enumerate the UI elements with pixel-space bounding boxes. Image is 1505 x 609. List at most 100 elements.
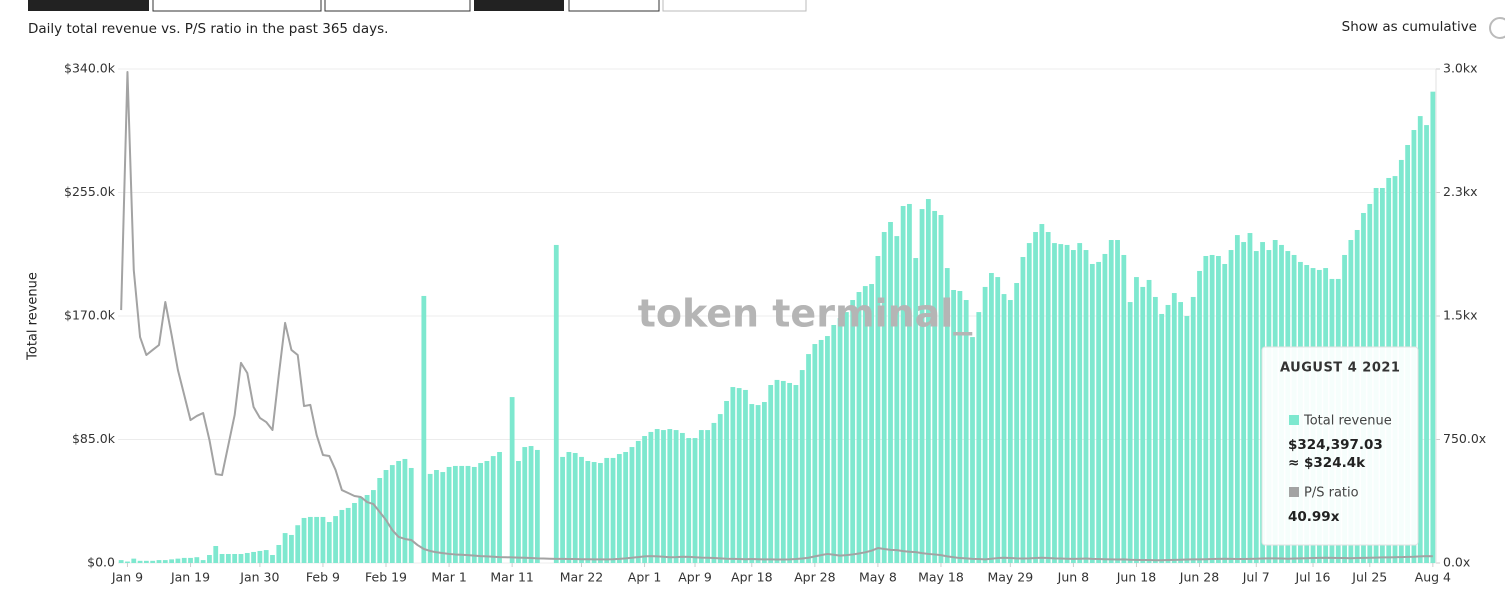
bar xyxy=(900,206,906,563)
x-tick-label: Jun 28 xyxy=(1179,570,1219,585)
bar xyxy=(1058,244,1064,563)
bar xyxy=(509,397,515,563)
bar xyxy=(244,552,250,563)
bar xyxy=(566,451,572,563)
bar xyxy=(364,495,370,563)
bar xyxy=(490,456,496,563)
bar xyxy=(225,553,231,563)
x-tick-label: Jun 8 xyxy=(1057,570,1090,585)
bar xyxy=(1228,250,1234,563)
bar xyxy=(976,312,982,563)
bar xyxy=(478,463,484,563)
bar xyxy=(623,451,629,563)
bar xyxy=(1064,244,1070,563)
x-tick-label: Apr 1 xyxy=(628,570,662,585)
bar xyxy=(1234,235,1240,564)
bar xyxy=(497,451,502,563)
bar xyxy=(402,458,408,563)
bar xyxy=(799,370,805,563)
x-tick-label: Jun 18 xyxy=(1116,570,1156,585)
bar xyxy=(635,440,641,563)
bar xyxy=(686,438,692,563)
x-tick-label: Jul 16 xyxy=(1295,570,1331,585)
bar xyxy=(1014,283,1020,563)
x-tick-label: May 29 xyxy=(987,570,1033,585)
bar xyxy=(383,470,389,563)
tab-button[interactable] xyxy=(662,0,807,12)
ratio-line xyxy=(120,70,1433,562)
bar xyxy=(812,344,818,563)
bar xyxy=(1134,277,1139,563)
bar xyxy=(238,553,244,563)
subtitle: Daily total revenue vs. P/S ratio in the… xyxy=(28,21,388,37)
bar xyxy=(673,430,679,563)
toggle-label: Show as cumulative xyxy=(1342,19,1477,35)
tab-button[interactable] xyxy=(28,0,149,11)
bar xyxy=(295,525,301,563)
bar xyxy=(862,286,868,563)
tab-button[interactable] xyxy=(324,0,471,12)
bar xyxy=(125,561,130,563)
x-tick-label: Apr 9 xyxy=(678,570,712,585)
x-tick-label: Jan 30 xyxy=(239,570,279,585)
bar xyxy=(717,414,723,563)
bar xyxy=(1001,294,1007,563)
bar xyxy=(1209,254,1215,563)
y-tick-label: $170.0k xyxy=(64,308,116,323)
bar xyxy=(1115,240,1120,563)
bar xyxy=(654,429,660,563)
bar xyxy=(761,402,767,563)
bar xyxy=(793,385,799,563)
bar xyxy=(970,337,975,563)
bar xyxy=(944,268,950,563)
x-tick-label: Apr 28 xyxy=(794,570,836,585)
bar xyxy=(251,551,256,563)
bar xyxy=(389,465,395,563)
bar xyxy=(1146,279,1152,563)
bar xyxy=(1052,243,1057,563)
bar xyxy=(711,422,717,563)
tab-button[interactable] xyxy=(568,0,660,12)
bar xyxy=(434,470,439,563)
y-tick-label: $255.0k xyxy=(64,184,116,199)
tooltip-title: AUGUST 4 2021 xyxy=(1280,361,1400,376)
bar xyxy=(932,210,938,564)
bar xyxy=(339,509,345,563)
bar xyxy=(326,522,332,563)
bar xyxy=(289,534,294,563)
bar xyxy=(137,560,143,563)
bar xyxy=(345,507,351,563)
bar xyxy=(951,289,956,563)
bar xyxy=(207,555,212,563)
bar xyxy=(1247,233,1253,564)
bar xyxy=(1020,257,1026,563)
bar xyxy=(1102,253,1108,563)
tooltip-value: $324,397.03 xyxy=(1288,437,1383,453)
toggle-switch[interactable] xyxy=(1489,17,1505,39)
tab-button[interactable] xyxy=(474,0,564,11)
bar xyxy=(925,199,931,563)
bar xyxy=(572,453,578,563)
x-tick-label: Apr 18 xyxy=(731,570,773,585)
bar xyxy=(143,560,149,563)
bar xyxy=(396,461,402,563)
bar xyxy=(377,478,383,563)
bar xyxy=(1430,91,1436,563)
bar xyxy=(680,432,685,563)
tab-button[interactable] xyxy=(152,0,322,12)
bar xyxy=(989,272,994,563)
bar xyxy=(755,405,761,563)
bar xyxy=(1253,251,1259,563)
bar xyxy=(181,557,187,563)
bar xyxy=(591,462,597,563)
bar xyxy=(446,466,452,563)
bar xyxy=(995,277,1001,563)
bar xyxy=(1039,224,1045,564)
bar xyxy=(888,221,893,564)
watermark: token terminal_ xyxy=(638,292,973,336)
bar xyxy=(894,236,900,563)
x-tick-label: Jul 7 xyxy=(1242,570,1270,585)
y-tick-label: $0.0 xyxy=(87,555,115,570)
bar xyxy=(263,550,269,563)
